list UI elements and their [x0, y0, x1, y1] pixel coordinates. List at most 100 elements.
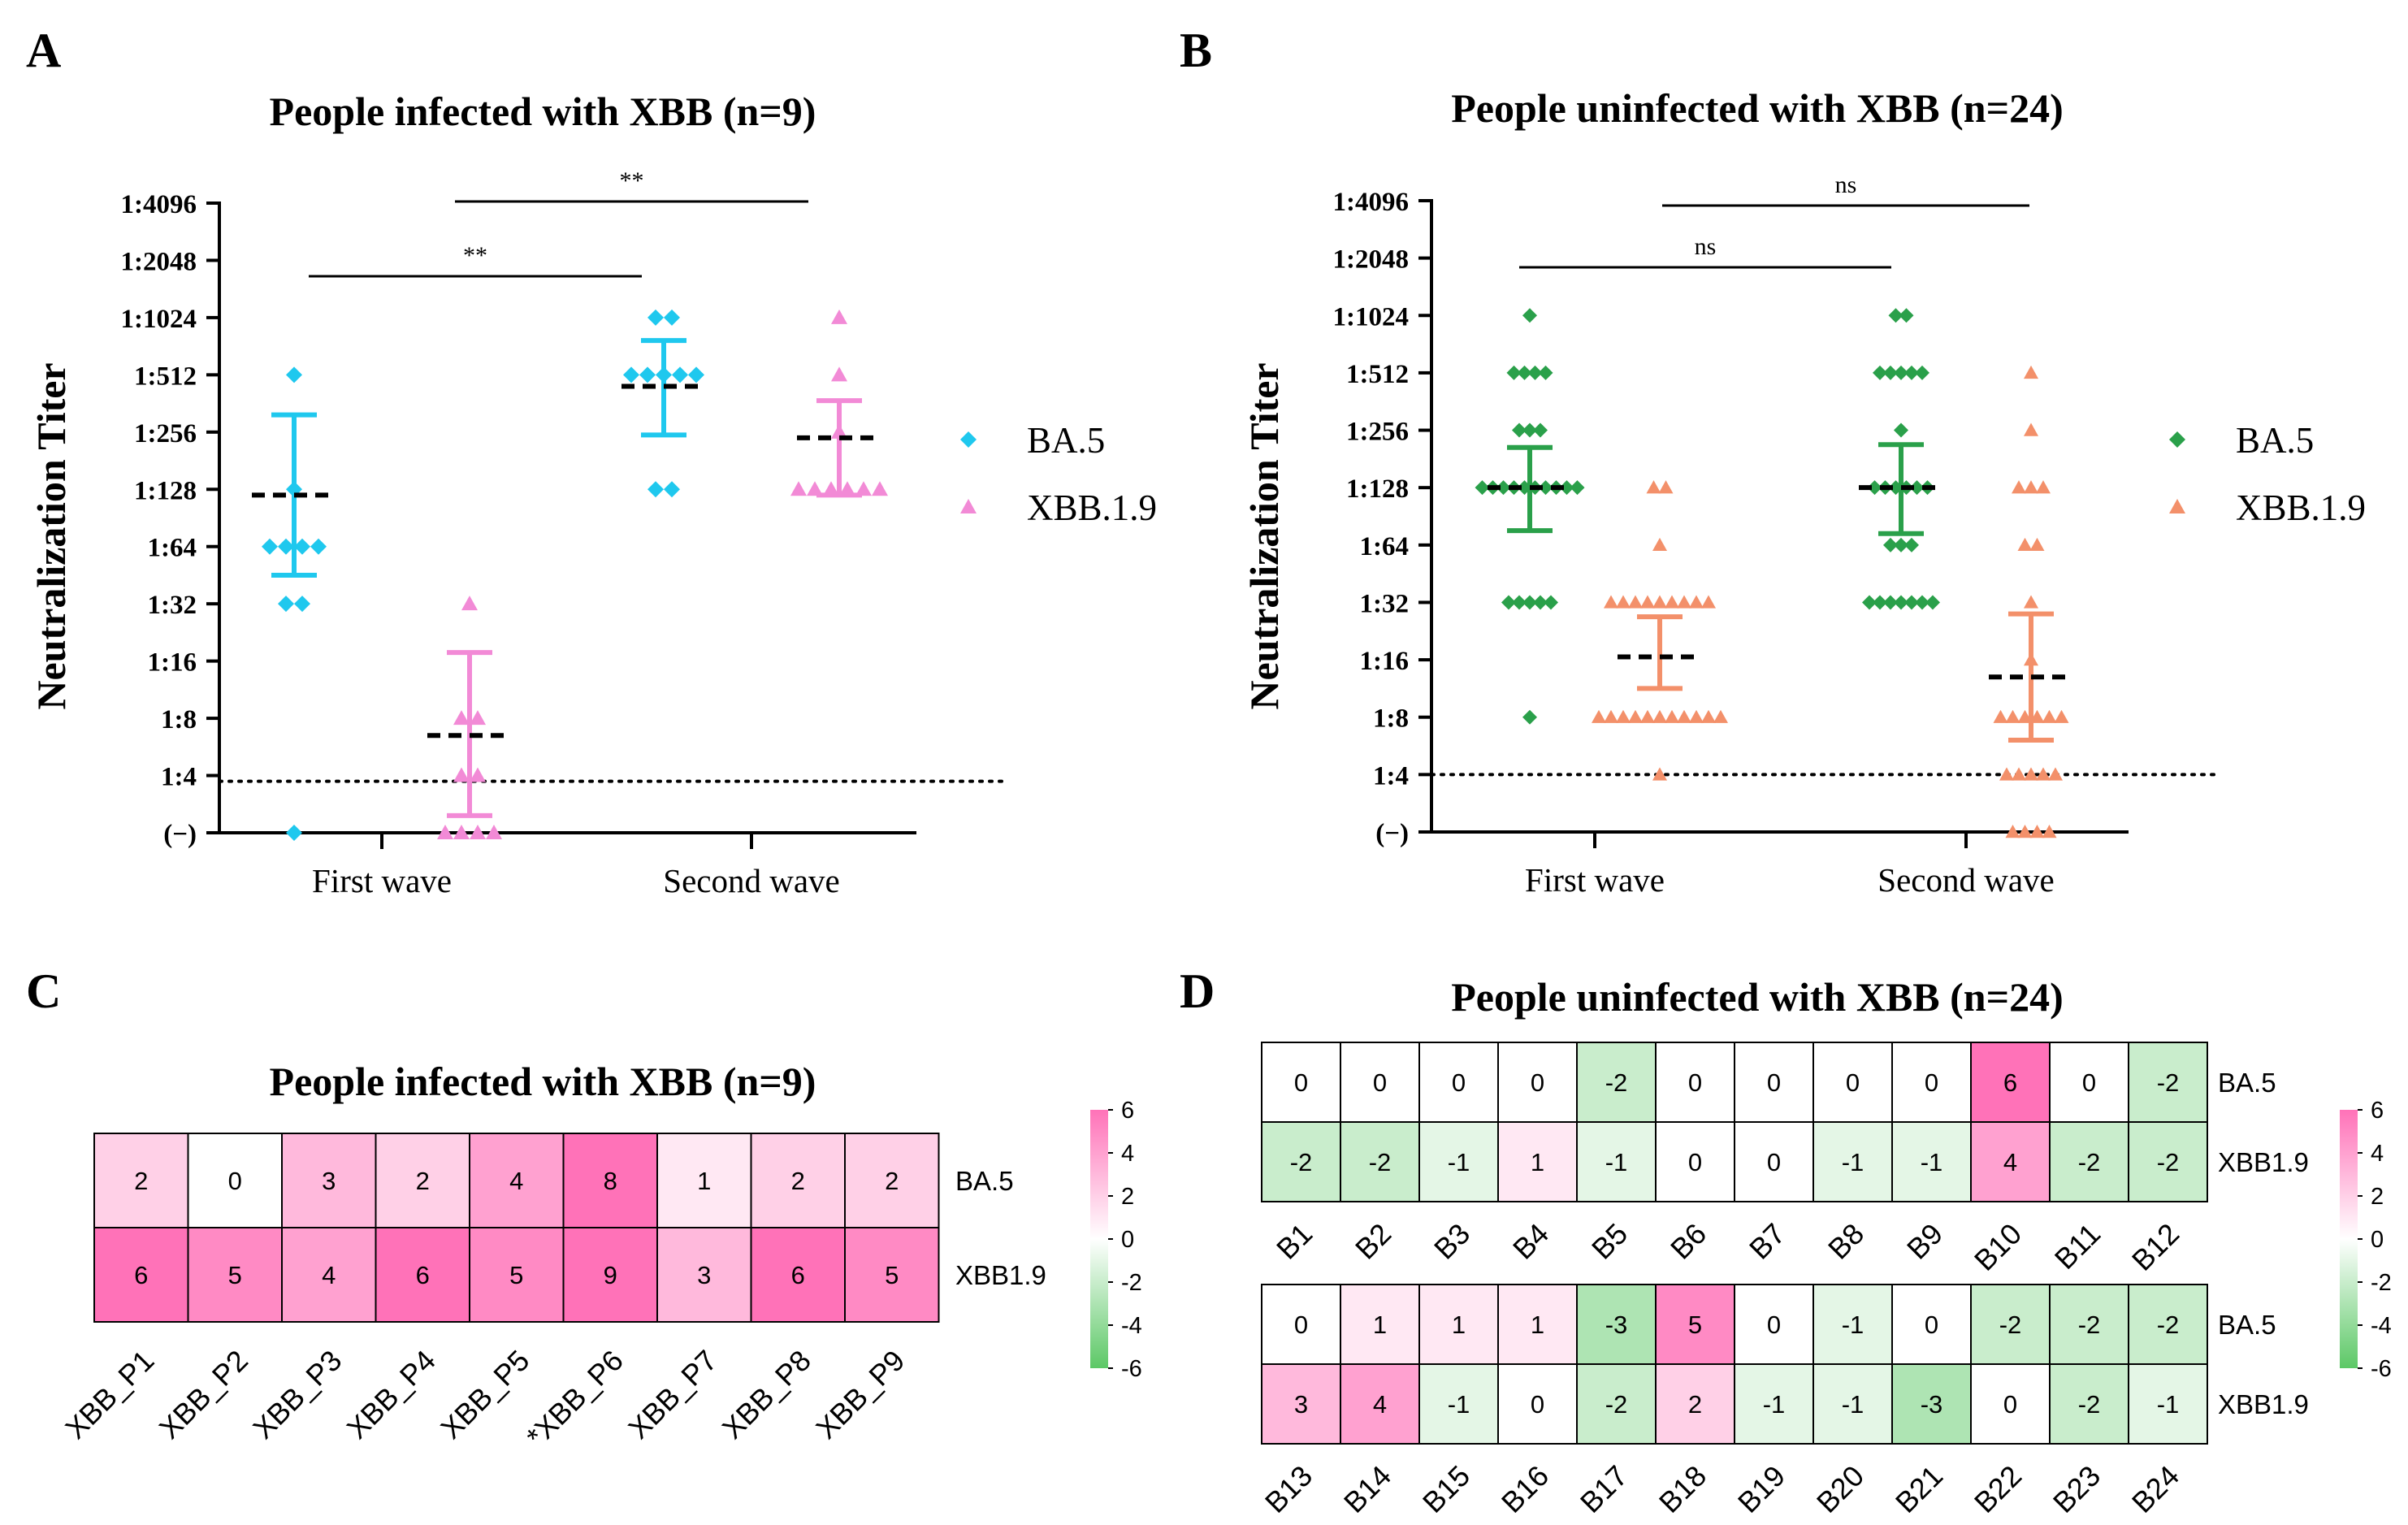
- heatmap-cell-value: -3: [1921, 1390, 1943, 1419]
- legend-label-ba5: BA.5: [2236, 420, 2314, 461]
- data-point-BA.5: [1899, 308, 1914, 323]
- heatmap-cell: [1891, 1363, 1972, 1445]
- heatmap-cell-value: 0: [1767, 1068, 1781, 1097]
- y-tick-label: 1:32: [148, 591, 197, 620]
- x-tick-label: Second wave: [1877, 861, 2054, 899]
- panel-b-title: People uninfected with XBB (n=24): [1451, 85, 2064, 131]
- heatmap-col-label: B1: [1270, 1217, 1319, 1266]
- heatmap-cell-value: 6: [2003, 1068, 2017, 1097]
- data-point-XBB.1.9: [2005, 825, 2020, 838]
- data-point-BA.5: [1862, 595, 1877, 610]
- colorbar-gradient: [2340, 1110, 2358, 1368]
- panel-b-legend: BA.5 XBB.1.9: [2169, 420, 2366, 528]
- heatmap-cell-value: 6: [134, 1261, 148, 1289]
- heatmap-cell: [1261, 1121, 1341, 1202]
- data-point-BA.5: [294, 596, 310, 613]
- data-point-XBB.1.9: [1652, 709, 1667, 723]
- colorbar-tick-label: -6: [2371, 1356, 2392, 1382]
- heatmap-col-label: B14: [1337, 1459, 1397, 1519]
- data-point-BA.5: [1915, 365, 1929, 380]
- y-tick-label: 1:128: [134, 476, 197, 505]
- panel-a-legend: BA.5 XBB.1.9: [960, 420, 1157, 528]
- heatmap-cell: [1970, 1121, 2051, 1202]
- panel-b-ylabel: Neutralization Titer: [1241, 362, 1287, 709]
- heatmap-cell: [750, 1227, 846, 1323]
- heatmap-col-label: B4: [1506, 1217, 1555, 1266]
- data-point-XBB.1.9: [1713, 709, 1728, 723]
- heatmap-cell-value: 4: [509, 1167, 523, 1195]
- heatmap-cell: [1418, 1121, 1499, 1202]
- data-point-XBB.1.9: [2029, 537, 2045, 552]
- heatmap-cell: [469, 1133, 565, 1228]
- heatmap-cell: [1734, 1363, 1814, 1445]
- colorbar-tick-label: 0: [1121, 1227, 1134, 1253]
- heatmap-cell-value: 8: [604, 1167, 617, 1195]
- heatmap-col-label: B3: [1427, 1217, 1476, 1266]
- heatmap-col-label: B5: [1585, 1217, 1634, 1266]
- data-point-BA.5: [1883, 595, 1898, 610]
- data-point-XBB.1.9: [1677, 709, 1691, 723]
- data-point-XBB.1.9: [2017, 825, 2033, 838]
- heatmap-cell-value: -2: [1605, 1390, 1628, 1419]
- data-point-BA.5: [1894, 422, 1908, 438]
- data-point-BA.5: [1501, 595, 1516, 610]
- data-point-XBB.1.9: [2024, 767, 2038, 781]
- panel-letter-d: D: [1180, 964, 1215, 1018]
- heatmap-cell-value: 4: [1373, 1390, 1387, 1419]
- data-point-BA.5: [672, 366, 688, 383]
- data-point-BA.5: [1883, 537, 1898, 552]
- heatmap-cell: [656, 1227, 752, 1323]
- heatmap-cell: [2128, 1284, 2208, 1365]
- heatmap-row-label: XBB1.9: [2218, 1389, 2309, 1419]
- heatmap-cell-value: 0: [1925, 1068, 1938, 1097]
- heatmap-cell-value: 4: [2003, 1148, 2017, 1176]
- y-tick-label: 1:8: [1373, 704, 1409, 734]
- data-point-XBB.1.9: [2036, 767, 2051, 781]
- data-point-BA.5: [1512, 595, 1527, 610]
- heatmap-col-label: B17: [1574, 1459, 1634, 1519]
- data-point-XBB.1.9: [831, 309, 847, 324]
- data-point-BA.5: [1904, 537, 1919, 552]
- heatmap-row-label: BA.5: [2218, 1068, 2276, 1098]
- heatmap-cell: [1576, 1363, 1657, 1445]
- data-point-BA.5: [1533, 595, 1548, 610]
- data-point-XBB.1.9: [855, 481, 872, 496]
- data-point-XBB.1.9: [1665, 709, 1679, 723]
- data-point-XBB.1.9: [1689, 595, 1704, 609]
- heatmap-cell-value: -2: [1999, 1311, 2022, 1339]
- heatmap-col-label: B18: [1652, 1459, 1713, 1519]
- heatmap-cell: [562, 1133, 658, 1228]
- data-point-BA.5: [1909, 480, 1925, 496]
- heatmap-cell: [2049, 1284, 2129, 1365]
- heatmap-cell: [375, 1133, 470, 1228]
- heatmap-col-label: B24: [2125, 1459, 2185, 1519]
- data-point-BA.5: [664, 481, 680, 498]
- heatmap-cell: [1655, 1042, 1735, 1123]
- heatmap-cell-value: -1: [1448, 1148, 1470, 1176]
- data-point-BA.5: [1496, 480, 1511, 496]
- y-tick-label: (−): [163, 820, 197, 849]
- heatmap-col-label: B9: [1900, 1217, 1949, 1266]
- data-point-XBB.1.9: [2012, 767, 2026, 781]
- heatmap-cell-value: 0: [1531, 1390, 1544, 1419]
- panel-b-yticks: (−) 1:4 1:8 1:16 1:32 1:64 1:128 1:256 1:512 1:10…: [1333, 188, 1433, 848]
- panel-a-marks: ** **: [218, 167, 1007, 841]
- heatmap-cell-value: 2: [885, 1167, 899, 1195]
- heatmap-cell-value: 1: [697, 1167, 711, 1195]
- heatmap-cell: [1812, 1284, 1893, 1365]
- heatmap-cell-value: 1: [1452, 1311, 1466, 1339]
- data-point-BA.5: [1517, 365, 1532, 380]
- data-point-XBB.1.9: [2054, 709, 2069, 723]
- heatmap-cell-value: 4: [322, 1261, 336, 1289]
- data-point-XBB.1.9: [1701, 709, 1716, 723]
- colorbar-tick-label: -4: [1121, 1313, 1142, 1339]
- heatmap-cell: [1655, 1121, 1735, 1202]
- heatmap-cell: [1340, 1121, 1420, 1202]
- data-point-BA.5: [1522, 709, 1537, 725]
- heatmap-col-label: B7: [1743, 1217, 1791, 1266]
- heatmap-cell-value: -1: [1921, 1148, 1943, 1176]
- data-point-BA.5: [310, 538, 327, 555]
- data-point-BA.5: [1512, 422, 1527, 438]
- heatmap-cell-value: 6: [791, 1261, 805, 1289]
- data-point-BA.5: [262, 538, 278, 555]
